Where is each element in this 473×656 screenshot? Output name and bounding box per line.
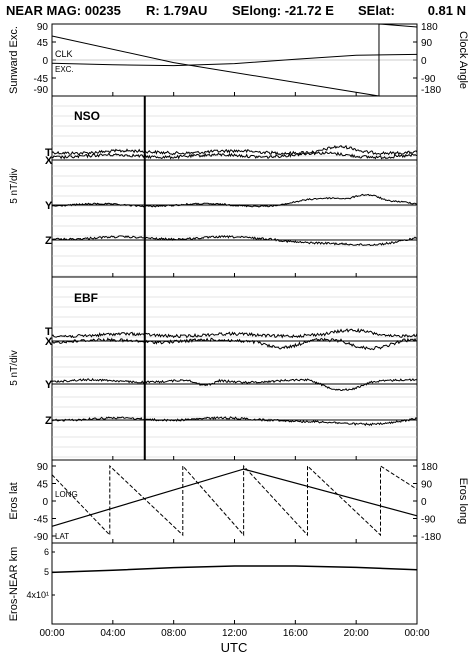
nso-x-trace (51, 151, 418, 160)
sunward-tick-label: 45 (37, 38, 49, 49)
selat-label: SElat: (358, 3, 395, 18)
ebf-y-trace (51, 377, 418, 391)
distance-tick-label-6: 6 (44, 547, 49, 557)
sunward-tick-label: 0 (42, 56, 48, 67)
x-tick-label: 04:00 (100, 628, 125, 639)
eros-lat-line (51, 468, 418, 527)
long-annotation: LONG (55, 490, 78, 499)
x-axis-title: UTC (221, 640, 248, 655)
eros-long-tick-label: 90 (421, 480, 433, 491)
eros-lat-tick-label: 45 (37, 480, 49, 491)
selong-label: SElong: -21.72 E (232, 3, 334, 18)
distance-line (51, 565, 418, 574)
distance-axis-label: Eros-NEAR km (8, 547, 20, 622)
selat-value: 0.81 N (428, 3, 466, 18)
eros-lat-tick-label: 0 (42, 497, 48, 508)
nso-title: NSO (74, 109, 100, 123)
eros-lat-tick-label: 90 (37, 462, 49, 473)
ebf-z-trace (51, 416, 418, 427)
eros-long-axis-label: Eros long (457, 478, 469, 524)
nso-z-label: Z (45, 235, 52, 247)
eros-lat-axis-label: Eros lat (8, 482, 20, 519)
eros-long-tick-label: 0 (421, 497, 427, 508)
nso-t-trace (51, 144, 418, 156)
clk-annotation: CLK (55, 49, 73, 59)
nso-panel-frame (51, 95, 418, 278)
distance-panel: 6 5 4x10¹ Eros-NEAR km (8, 547, 418, 622)
clock-tick-label: 0 (421, 56, 427, 67)
nso-t-label: T (45, 147, 52, 159)
clock-tick-label: 180 (421, 22, 438, 33)
ebf-x-label: X (45, 336, 53, 348)
x-tick-label: 00:00 (39, 628, 64, 639)
eros-angle-panel: -90 -45 0 45 90 -180 -90 0 90 180 LONG LAT Eros … (8, 462, 469, 543)
x-tick-label: 08:00 (161, 628, 186, 639)
lat-annotation: LAT (55, 532, 69, 541)
nso-z-trace (51, 235, 418, 247)
panel-frames (51, 23, 418, 625)
ebf-x-trace (51, 337, 418, 351)
sunward-y-axis-label: Sunward Exc. (8, 26, 20, 94)
clock-tick-label: 90 (421, 38, 433, 49)
ebf-y-label: Y (45, 379, 53, 391)
nso-y-label: Y (45, 200, 53, 212)
eros-long-tick-label: 180 (421, 462, 438, 473)
ebf-panel: EBF T X Y Z 5 nT/div (9, 277, 418, 460)
nso-panel: NSO T X Y Z 5 nT/div (9, 96, 418, 277)
ebf-z-label: Z (45, 415, 52, 427)
eros-lat-tick-label: -45 (34, 515, 49, 526)
ebf-y-axis-label: 5 nT/div (9, 350, 20, 386)
eros-lat-tick-label: -90 (34, 532, 49, 543)
eros-long-tick-label: -90 (421, 515, 436, 526)
nso-y-trace (51, 193, 418, 208)
ebf-title: EBF (74, 291, 98, 305)
sunward-tick-label: -90 (34, 85, 49, 96)
eros-long-tick-label: -180 (421, 532, 441, 543)
distance-panel-frame (51, 542, 418, 625)
sunward-tick-label: 90 (37, 22, 49, 33)
figure-header: NEAR MAG: 00235 R: 1.79AU SElong: -21.72… (6, 3, 466, 18)
x-axis: 00:00 04:00 08:00 12:00 16:00 20:00 00:00 (39, 92, 430, 639)
x-tick-label: 12:00 (222, 628, 247, 639)
sunward-excursion-line (51, 53, 418, 67)
distance-tick-label-4: 4x10¹ (26, 590, 49, 600)
ebf-t-label: T (45, 326, 52, 338)
nso-x-label: X (45, 155, 53, 167)
exc-annotation: EXC. (55, 65, 74, 74)
eros-long-line (51, 464, 418, 537)
nso-y-axis-label: 5 nT/div (9, 168, 20, 204)
x-tick-label: 20:00 (344, 628, 369, 639)
clock-tick-label: -90 (421, 74, 436, 85)
distance-label: R: 1.79AU (146, 3, 207, 18)
ebf-t-trace (51, 327, 418, 339)
x-tick-label: 00:00 (404, 628, 429, 639)
mission-label: NEAR MAG: 00235 (6, 3, 121, 18)
x-tick-label: 16:00 (283, 628, 308, 639)
clock-angle-line (51, 23, 418, 97)
clock-y-axis-label: Clock Angle (457, 31, 469, 89)
distance-tick-label-5: 5 (44, 567, 49, 577)
clock-tick-label: -180 (421, 85, 441, 96)
ebf-panel-frame (51, 276, 418, 461)
sunward-tick-label: -45 (34, 74, 49, 85)
